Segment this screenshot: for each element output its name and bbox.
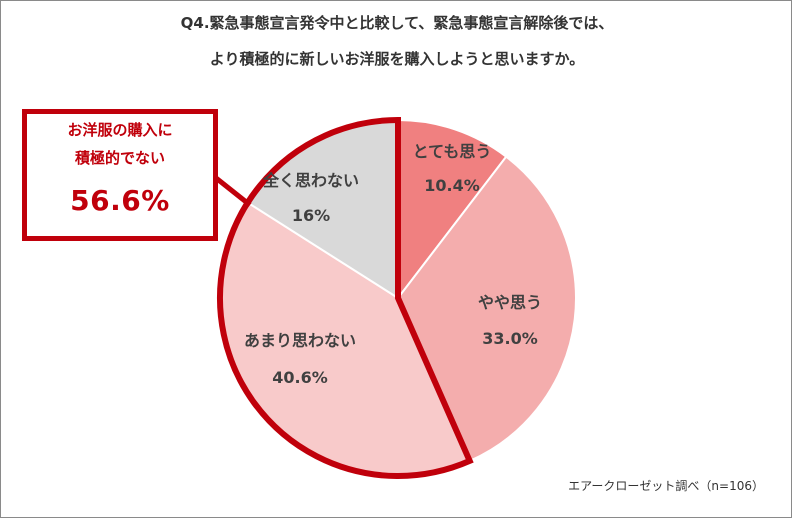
slice-label: 全く思わない bbox=[262, 171, 359, 190]
chart-title-line1: Q4.緊急事態宣言発令中と比較して、緊急事態宣言解除後では、 bbox=[180, 14, 614, 32]
highlight-outline bbox=[217, 116, 474, 479]
callout-label-line2: 積極的でない bbox=[74, 149, 165, 167]
slice-label: やや思う bbox=[478, 293, 542, 312]
callout-value: 56.6% bbox=[70, 184, 170, 217]
slice-value-label: 40.6% bbox=[272, 368, 328, 387]
source-note: エアークローゼット調べ（n=106） bbox=[568, 479, 764, 493]
slice-label: あまり思わない bbox=[244, 331, 356, 350]
chart-title-line2: より積極的に新しいお洋服を購入しようと思いますか。 bbox=[209, 50, 585, 68]
callout-connector bbox=[214, 176, 252, 207]
slice-value-label: 10.4% bbox=[424, 176, 480, 195]
slice-labels: とても思う 10.4% やや思う 33.0% あまり思わない 40.6% 全く思わない 16% bbox=[244, 142, 542, 387]
slice-value-label: 33.0% bbox=[482, 329, 538, 348]
pie-slice bbox=[396, 155, 577, 463]
callout-label-line1: お洋服の購入に bbox=[67, 121, 173, 139]
callout-box: お洋服の購入に 積極的でない 56.6% bbox=[22, 109, 218, 241]
slice-value-label: 16% bbox=[292, 206, 330, 225]
slice-label: とても思う bbox=[413, 142, 492, 161]
pie-slice bbox=[397, 118, 508, 301]
